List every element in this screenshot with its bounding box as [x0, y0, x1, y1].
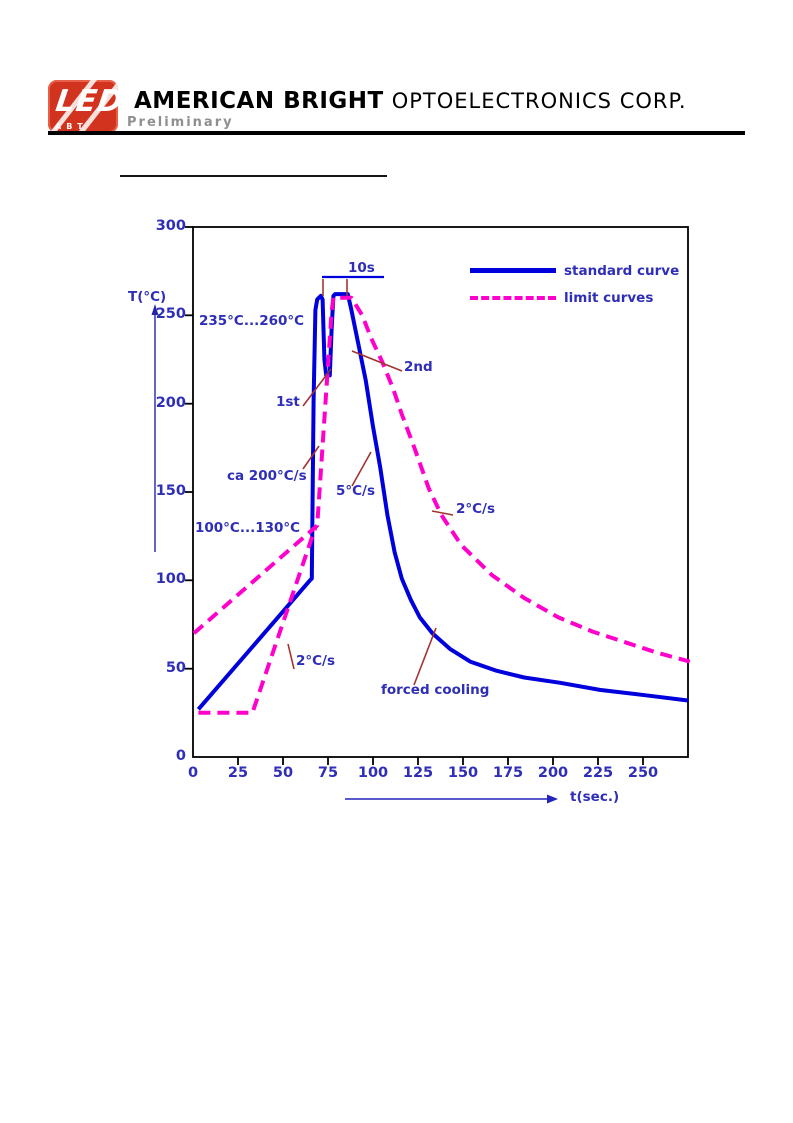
y-axis-title: T(°C): [128, 289, 167, 305]
title-underline: [120, 175, 387, 177]
annotation-solder-ramp-rate: ca 200°C/s: [227, 468, 307, 484]
standard-curve-swatch: [470, 268, 556, 273]
x-tick-label: 125: [402, 765, 434, 781]
annotation-peak-time: 10s: [348, 260, 375, 276]
legend-label-standard: standard curve: [564, 262, 680, 279]
y-axis-arrow: [151, 304, 159, 552]
annotation-pointers: [287, 279, 454, 686]
annotation-cooling-rate-limit: 2°C/s: [456, 501, 496, 517]
y-tick-label: 50: [165, 659, 186, 676]
axis-ticks: [185, 226, 644, 765]
status-label: Preliminary: [127, 115, 234, 130]
x-axis-title: t(sec.): [570, 789, 620, 805]
annotation-forced-cooling: forced cooling: [381, 682, 490, 698]
legend-row-standard: standard curve: [470, 257, 679, 284]
logo-subtext: ABT: [55, 122, 88, 131]
y-tick-label: 150: [155, 483, 186, 499]
annotation-peak-range: 235°C...260°C: [199, 313, 305, 329]
curve-standard-curve: [196, 292, 689, 711]
limit-curve-swatch: [470, 295, 556, 300]
annotation-cooling-rate-standard: 5°C/s: [336, 483, 376, 499]
pointer-cooling-rate-standard: [351, 451, 372, 487]
x-tick-label: 100: [357, 765, 389, 781]
curve-limit-curve-upper: [192, 295, 691, 664]
y-tick-label: 200: [155, 394, 186, 411]
x-tick-label: 250: [627, 765, 659, 781]
annotation-first-peak: 1st: [276, 394, 300, 410]
company-name: AMERICAN BRIGHT OPTOELECTRONICS CORP.: [134, 88, 687, 114]
x-tick-label: 25: [227, 765, 249, 781]
y-tick-label: 250: [155, 306, 186, 323]
legend-row-limit: limit curves: [470, 284, 679, 311]
curve-limit-curve-lower: [198, 526, 318, 715]
company-name-bold: AMERICAN BRIGHT: [134, 88, 384, 114]
y-tick-label: 300: [155, 218, 186, 234]
pointer-forced-cooling: [413, 627, 437, 686]
pointer-solder-ramp: [302, 445, 320, 470]
pointer-cooling-rate-limit: [431, 510, 454, 516]
x-tick-label: 225: [582, 765, 614, 781]
company-name-regular: OPTOELECTRONICS CORP.: [391, 89, 687, 113]
curves: [192, 292, 691, 715]
legend-label-limit: limit curves: [564, 289, 654, 306]
annotation-preheat-rate-limit: 2°C/s: [296, 653, 336, 669]
x-tick-label: 0: [187, 765, 199, 781]
x-tick-label: 75: [317, 765, 339, 781]
x-tick-label: 175: [492, 765, 524, 781]
x-axis-arrow: [345, 794, 558, 804]
x-tick-label: 200: [537, 765, 569, 781]
header-rule: [48, 131, 745, 135]
pointer-preheat-rate: [287, 643, 295, 670]
annotation-second-peak: 2nd: [404, 359, 433, 375]
y-tick-label: 0: [175, 748, 186, 764]
pointer-first-peak: [302, 368, 332, 407]
y-tick-label: 100: [155, 571, 186, 588]
pointer-second-peak: [351, 350, 403, 372]
company-logo: LED ABT: [48, 80, 118, 133]
annotation-preheat-range: 100°C...130°C: [195, 520, 301, 536]
x-tick-label: 150: [447, 765, 479, 781]
x-tick-label: 50: [272, 765, 294, 781]
chart-legend: standard curve limit curves: [470, 257, 679, 311]
